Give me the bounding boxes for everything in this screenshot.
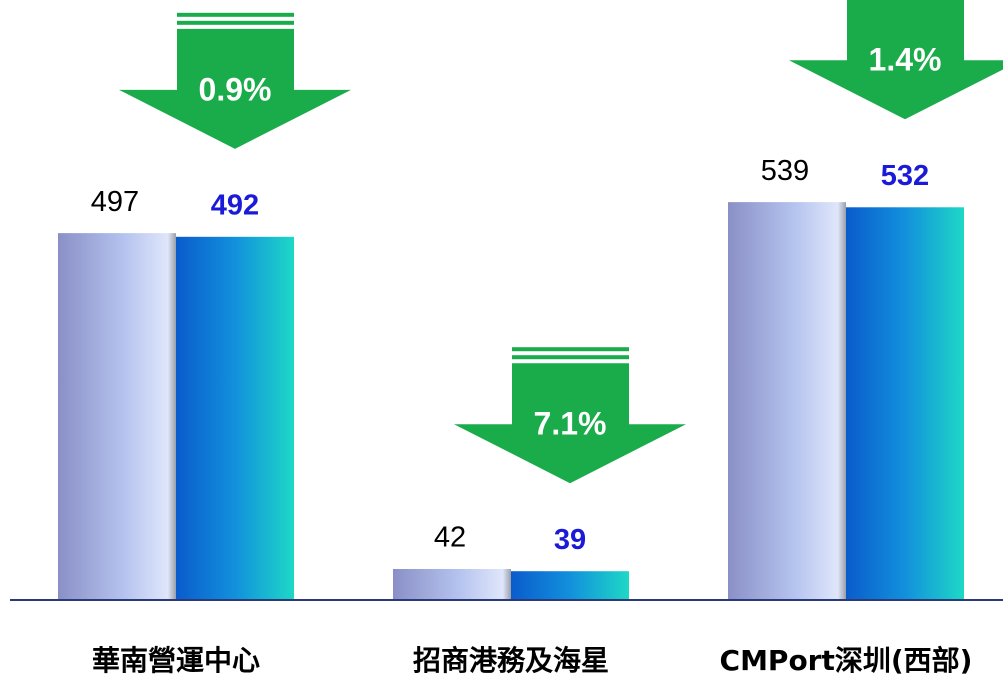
value-label: 497 <box>91 186 139 218</box>
value-label: 492 <box>211 189 259 221</box>
arrow-line <box>177 12 294 17</box>
arrow-line <box>512 355 629 360</box>
bar <box>728 202 846 600</box>
arrow-line <box>177 20 294 25</box>
arrow-line <box>512 347 629 352</box>
change-label: 7.1% <box>534 406 607 442</box>
x-tick-label: 華南營運中心 <box>92 644 260 677</box>
value-label: 42 <box>434 522 466 554</box>
value-label: 539 <box>761 155 809 187</box>
change-arrow <box>454 363 686 484</box>
change-arrow <box>789 0 1003 120</box>
value-label: 532 <box>881 160 929 192</box>
x-tick-label: 招商港務及海星 <box>413 644 609 677</box>
change-label: 1.4% <box>869 42 942 78</box>
bar <box>58 233 176 600</box>
value-label: 39 <box>554 524 586 556</box>
change-label: 0.9% <box>199 71 272 107</box>
bar <box>511 571 629 600</box>
bar <box>176 236 294 600</box>
x-tick-label: CMPort深圳(西部) <box>720 644 973 677</box>
change-arrow <box>119 28 351 149</box>
bar <box>393 568 511 600</box>
bar <box>846 207 964 600</box>
